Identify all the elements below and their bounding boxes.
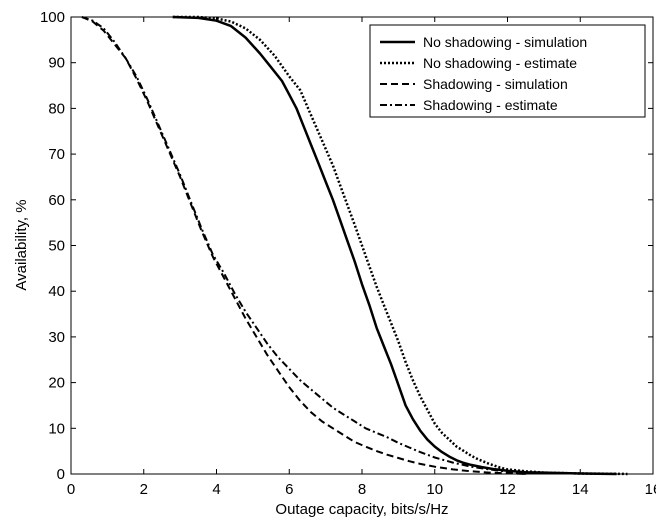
y-tick-label: 70 xyxy=(48,146,65,163)
legend-label: Shadowing - simulation xyxy=(423,76,568,92)
x-axis-ticks: 0 2 4 6 8 10 12 14 16 xyxy=(67,17,656,498)
y-tick-label: 0 xyxy=(57,466,65,483)
series-line-solid xyxy=(172,15,617,476)
x-tick-label: 8 xyxy=(358,481,366,498)
y-tick-label: 40 xyxy=(48,283,65,300)
x-tick-label: 12 xyxy=(499,481,516,498)
x-tick-label: 4 xyxy=(212,481,220,498)
legend-box xyxy=(369,24,646,118)
y-tick-label: 50 xyxy=(48,238,65,255)
x-tick-label: 0 xyxy=(67,481,75,498)
x-axis-label: Outage capacity, bits/s/Hz xyxy=(275,501,448,518)
legend-label: No shadowing - simulation xyxy=(423,34,587,50)
y-tick-label: 90 xyxy=(48,55,65,72)
legend-label: No shadowing - estimate xyxy=(423,55,577,71)
series-layer xyxy=(81,15,628,476)
y-axis-ticks: 0 10 20 30 40 50 60 70 80 90 100 xyxy=(40,9,653,483)
x-tick-label: 10 xyxy=(426,481,443,498)
legend-label: Shadowing - estimate xyxy=(423,97,558,113)
y-tick-label: 30 xyxy=(48,329,65,346)
y-tick-label: 80 xyxy=(48,100,65,117)
y-axis-label: Availability, % xyxy=(13,199,30,290)
x-tick-label: 2 xyxy=(140,481,148,498)
x-tick-label: 6 xyxy=(285,481,293,498)
y-tick-label: 20 xyxy=(48,375,65,392)
x-tick-label: 14 xyxy=(572,481,589,498)
x-tick-label: 16 xyxy=(645,481,656,498)
series-line-dashdot xyxy=(81,16,526,475)
y-tick-label: 10 xyxy=(48,420,65,437)
y-tick-label: 100 xyxy=(40,9,65,26)
y-tick-label: 60 xyxy=(48,192,65,209)
legend: No shadowing - simulation No shadowing - … xyxy=(369,24,646,118)
